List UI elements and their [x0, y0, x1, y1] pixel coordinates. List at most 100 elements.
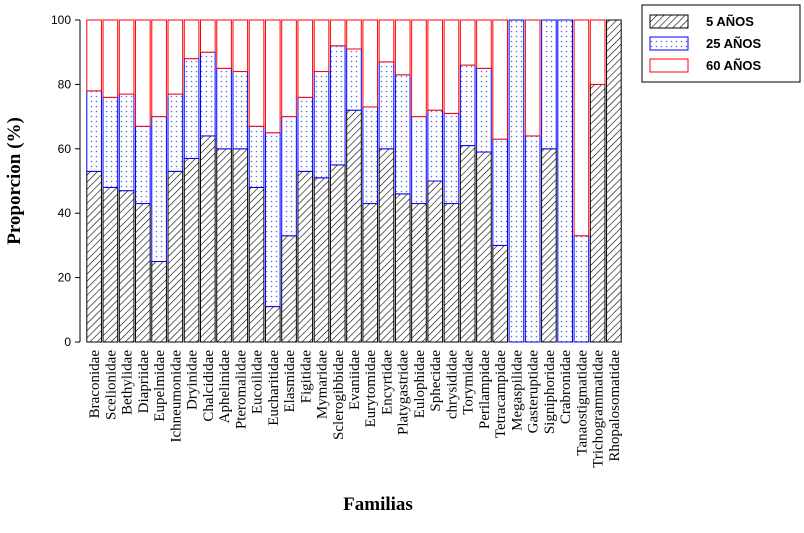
x-tick-label: Crabronidae: [558, 350, 574, 424]
bar-segment: [248, 19, 265, 127]
bar-segment: [573, 19, 590, 237]
bar-segment: [135, 203, 151, 343]
bar-segment: [183, 58, 200, 159]
x-tick-label: Rhopalosomatidae: [607, 350, 623, 462]
bar-segment: [459, 19, 476, 66]
bar-segment: [378, 19, 395, 63]
bar-segment: [118, 93, 135, 192]
bar-segment: [216, 67, 232, 150]
bar-segment: [346, 48, 362, 111]
bar-segment: [508, 19, 525, 343]
bar-segment: [281, 19, 297, 118]
y-axis-title: Proporcion (%): [4, 117, 25, 245]
bar-segment: [216, 19, 232, 69]
x-tick-label: Ichneumonidae: [168, 350, 184, 443]
legend-label: 25 AÑOS: [706, 36, 761, 51]
bar-segment: [151, 261, 167, 343]
bar-segment: [492, 244, 509, 343]
bar-segment: [313, 177, 330, 343]
bar-segment: [394, 19, 411, 76]
x-tick-label: Diapriidae: [136, 350, 152, 414]
x-tick-label: Pteromalidae: [233, 350, 249, 429]
bar-segment: [86, 19, 102, 92]
bar-segment: [394, 74, 411, 195]
legend-label: 5 AÑOS: [706, 14, 754, 29]
bar-segment: [443, 19, 460, 114]
bar-segment: [362, 106, 379, 205]
bar-segment: [362, 203, 379, 343]
x-tick-label: Eurytomidae: [363, 350, 379, 428]
bar-segment: [329, 19, 346, 47]
x-tick-label: Perilampidae: [477, 350, 493, 429]
bar-segment: [459, 64, 476, 147]
bar-segment: [411, 203, 427, 343]
bar-segment: [297, 96, 314, 172]
bar-segment: [86, 170, 102, 343]
bar-segment: [135, 125, 151, 205]
x-tick-label: Sclerogibbidae: [331, 350, 347, 440]
bar-segment: [118, 19, 135, 95]
x-tick-label: Tetracampidae: [493, 350, 509, 438]
x-tick-label: Eulophidae: [412, 350, 428, 419]
bar-segment: [281, 116, 297, 237]
bar-segment: [427, 109, 444, 182]
x-tick-label: Elasmidae: [282, 350, 298, 413]
bar-segment: [394, 193, 411, 343]
bar-segment: [135, 19, 151, 127]
bar-segment: [183, 157, 200, 343]
bar-segment: [476, 151, 492, 343]
bar-segment: [102, 96, 119, 188]
bar-segment: [573, 235, 590, 343]
bar-segment: [378, 148, 395, 343]
x-tick-label: Platygastridae: [396, 350, 412, 435]
x-tick-label: Aphelinidae: [217, 350, 233, 424]
bar-segment: [151, 116, 167, 262]
bar-segment: [524, 19, 541, 137]
bar-segment: [443, 112, 460, 205]
bar-segment: [199, 135, 216, 343]
x-tick-label: Figitidae: [298, 350, 314, 404]
bar-segment: [524, 135, 541, 343]
legend-swatch: [649, 36, 689, 51]
x-tick-label: Braconidae: [87, 350, 103, 419]
bar-segment: [459, 145, 476, 343]
x-axis-title: Familias: [343, 494, 413, 515]
x-tick-label: Bethylidae: [120, 350, 136, 415]
y-tick-label: 100: [51, 13, 71, 27]
bar-segment: [411, 19, 427, 118]
x-tick-label: Eucharitidae: [266, 350, 282, 426]
bar-segment: [492, 138, 509, 246]
x-tick-label: Eupelmidae: [152, 350, 168, 422]
bar-segment: [427, 180, 444, 343]
bar-segment: [411, 116, 427, 205]
bar-segment: [557, 19, 573, 343]
x-tick-label: Torymidae: [461, 350, 477, 415]
bar-segment: [86, 90, 102, 172]
y-tick-label: 0: [64, 335, 71, 349]
bar-segment: [443, 203, 460, 343]
bar-segment: [589, 83, 606, 343]
bar-segment: [151, 19, 167, 118]
bar-segment: [362, 19, 379, 108]
bar-segment: [232, 148, 249, 343]
bar-segment: [167, 19, 184, 95]
bar-segment: [541, 19, 557, 150]
bar-segment: [199, 19, 216, 53]
x-tick-label: Signiphoridae: [542, 350, 558, 434]
y-tick-label: 40: [58, 206, 72, 220]
legend-label: 60 AÑOS: [706, 58, 761, 73]
bar-segment: [264, 306, 281, 343]
x-tick-label: Sphecidae: [428, 350, 444, 412]
bar-segment: [541, 148, 557, 343]
bar-segment: [589, 19, 606, 85]
bar-segment: [199, 51, 216, 137]
x-tick-label: chrysididae: [444, 350, 460, 419]
bar-segment: [378, 61, 395, 150]
x-tick-label: Scelionidae: [103, 350, 119, 420]
bar-segment: [183, 19, 200, 60]
y-tick-label: 60: [58, 142, 72, 156]
bar-segment: [102, 19, 119, 98]
bar-segment: [346, 109, 362, 343]
bar-segment: [264, 132, 281, 308]
bar-segment: [232, 19, 249, 73]
